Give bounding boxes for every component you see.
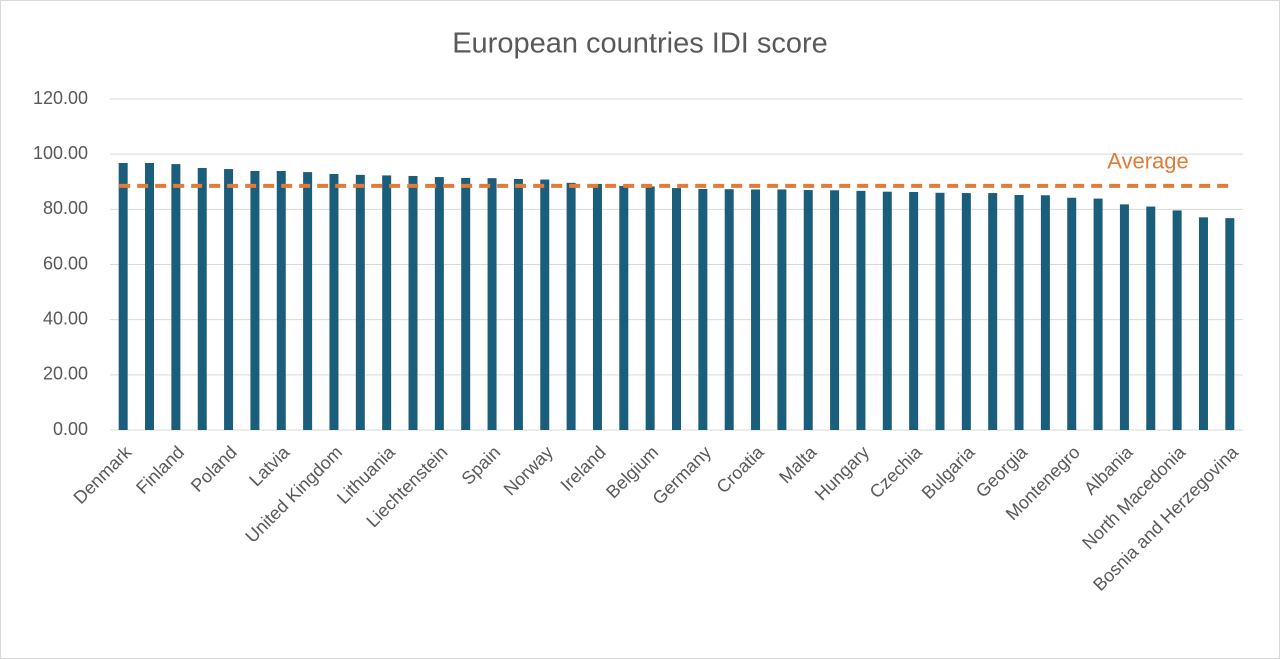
bar <box>751 189 761 430</box>
bar <box>777 189 787 430</box>
y-tick-label: 120.00 <box>33 88 88 108</box>
bar <box>1014 194 1024 430</box>
bar <box>724 189 734 430</box>
y-tick-label: 40.00 <box>43 308 88 328</box>
bar <box>329 174 339 430</box>
bar <box>461 177 471 430</box>
bar <box>145 162 155 430</box>
bar <box>1172 210 1182 430</box>
bar <box>619 185 629 430</box>
bar <box>698 188 708 430</box>
y-tick-label: 60.00 <box>43 253 88 273</box>
bar <box>118 162 128 430</box>
bar <box>382 175 392 430</box>
average-label: Average <box>1107 149 1189 174</box>
bar <box>1198 217 1208 430</box>
bar <box>1119 204 1129 430</box>
bar <box>303 172 313 431</box>
bar <box>487 178 497 430</box>
bar <box>197 167 207 431</box>
bar <box>1146 206 1156 430</box>
bar <box>882 191 892 430</box>
bar <box>408 175 418 430</box>
bar <box>909 191 919 430</box>
bar <box>803 190 813 430</box>
bar <box>434 177 444 430</box>
bar <box>276 170 286 430</box>
bar <box>1040 195 1050 430</box>
bar <box>1093 198 1103 430</box>
bar <box>513 178 523 430</box>
bar <box>672 188 681 430</box>
bar <box>1225 218 1235 430</box>
bar <box>566 182 576 430</box>
chart-title: European countries IDI score <box>452 28 828 60</box>
y-tick-label: 20.00 <box>43 364 88 384</box>
bar <box>171 164 181 430</box>
bar <box>250 170 260 430</box>
bar <box>935 192 945 430</box>
bar <box>856 190 866 430</box>
bar <box>830 190 840 430</box>
bar <box>592 183 602 430</box>
y-tick-label: 80.00 <box>43 198 88 218</box>
bar <box>1067 197 1077 430</box>
bar <box>988 193 998 430</box>
bar <box>961 193 971 430</box>
y-tick-label: 100.00 <box>33 143 88 163</box>
y-tick-label: 0.00 <box>53 419 88 439</box>
bar <box>224 169 234 431</box>
bar <box>645 186 655 430</box>
bar <box>540 179 550 430</box>
bar <box>355 174 365 430</box>
